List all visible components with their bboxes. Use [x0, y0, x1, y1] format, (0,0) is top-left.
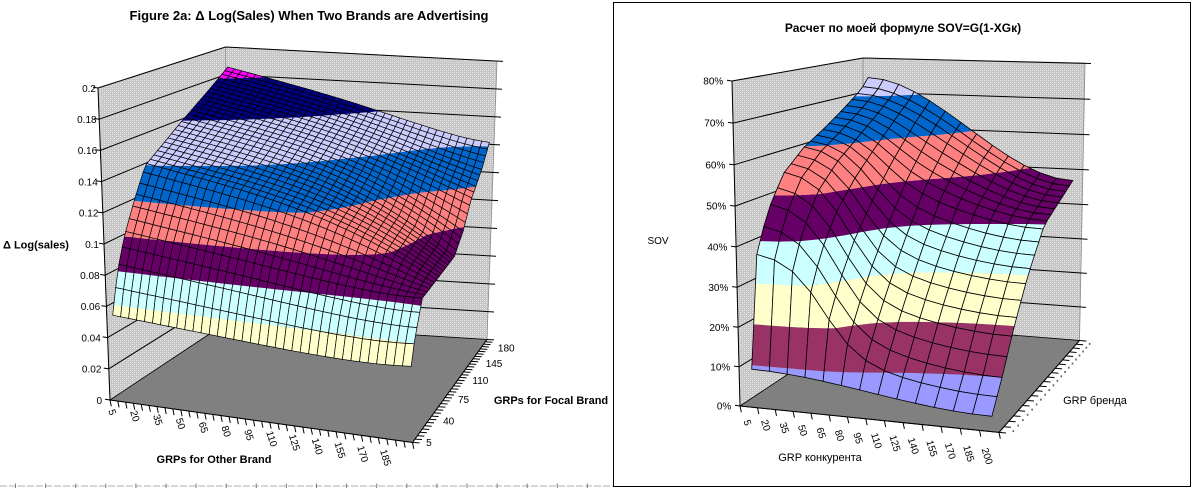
svg-text:5: 5: [741, 419, 753, 428]
svg-text:0.16: 0.16: [78, 146, 98, 157]
svg-text:GRPs for Other Brand: GRPs for Other Brand: [157, 454, 272, 466]
svg-text:5: 5: [105, 408, 117, 417]
svg-text:80: 80: [219, 425, 233, 439]
svg-text:50: 50: [795, 424, 809, 438]
svg-text:GRP бренда: GRP бренда: [1063, 395, 1128, 407]
svg-text:185: 185: [377, 448, 393, 468]
svg-text:40%: 40%: [707, 243, 727, 254]
svg-text:185: 185: [960, 444, 976, 464]
svg-text:155: 155: [331, 441, 347, 461]
svg-text:110: 110: [472, 376, 488, 387]
svg-text:65: 65: [814, 426, 828, 440]
svg-text:0.04: 0.04: [81, 333, 101, 344]
svg-text:GRPs for Focal Brand: GRPs for Focal Brand: [494, 395, 608, 407]
svg-text:0.06: 0.06: [81, 302, 101, 313]
svg-text:140: 140: [905, 436, 921, 456]
svg-text:50: 50: [173, 417, 187, 431]
svg-text:SOV: SOV: [647, 236, 668, 247]
svg-text:70%: 70%: [704, 119, 724, 130]
svg-text:75: 75: [458, 395, 470, 406]
svg-text:0.1: 0.1: [85, 240, 99, 251]
svg-text:5: 5: [426, 438, 432, 449]
svg-text:10%: 10%: [710, 362, 730, 373]
svg-text:0%: 0%: [717, 402, 732, 413]
svg-text:125: 125: [286, 433, 302, 453]
svg-text:20: 20: [127, 409, 141, 423]
svg-text:155: 155: [923, 439, 939, 459]
svg-text:95: 95: [850, 431, 864, 445]
svg-text:50%: 50%: [706, 202, 726, 213]
svg-text:30%: 30%: [708, 283, 728, 294]
svg-text:35: 35: [777, 421, 791, 435]
svg-text:20%: 20%: [709, 323, 729, 334]
svg-text:180: 180: [498, 343, 515, 354]
svg-text:0.08: 0.08: [80, 271, 100, 282]
svg-text:145: 145: [486, 359, 503, 370]
svg-text:20: 20: [758, 419, 772, 433]
svg-text:0.18: 0.18: [77, 115, 97, 126]
svg-text:170: 170: [354, 445, 370, 465]
svg-text:Figure 2a: Δ Log(Sales) When T: Figure 2a: Δ Log(Sales) When Two Brands …: [130, 8, 489, 23]
svg-text:110: 110: [263, 430, 278, 449]
svg-text:125: 125: [886, 434, 902, 454]
svg-text:60%: 60%: [705, 160, 725, 171]
svg-text:Δ Log(sales): Δ Log(sales): [3, 240, 69, 252]
svg-text:95: 95: [241, 428, 255, 442]
svg-text:0.02: 0.02: [82, 365, 102, 376]
svg-text:35: 35: [150, 413, 164, 427]
svg-text:110: 110: [868, 432, 883, 451]
svg-text:200: 200: [979, 447, 995, 467]
svg-text:40: 40: [443, 416, 455, 427]
svg-text:0.2: 0.2: [82, 84, 96, 95]
svg-text:140: 140: [309, 437, 325, 457]
svg-text:80: 80: [832, 429, 846, 443]
svg-text:0: 0: [96, 396, 102, 407]
svg-text:80%: 80%: [703, 77, 723, 88]
svg-text:0.14: 0.14: [78, 177, 98, 188]
svg-text:Расчет по моей формуле SOV=G(1: Расчет по моей формуле SOV=G(1-XGк): [785, 21, 1021, 35]
svg-text:170: 170: [942, 442, 958, 462]
svg-text:0.12: 0.12: [79, 209, 99, 220]
svg-text:GRP конкурента: GRP конкурента: [778, 452, 862, 464]
svg-text:65: 65: [196, 421, 210, 435]
